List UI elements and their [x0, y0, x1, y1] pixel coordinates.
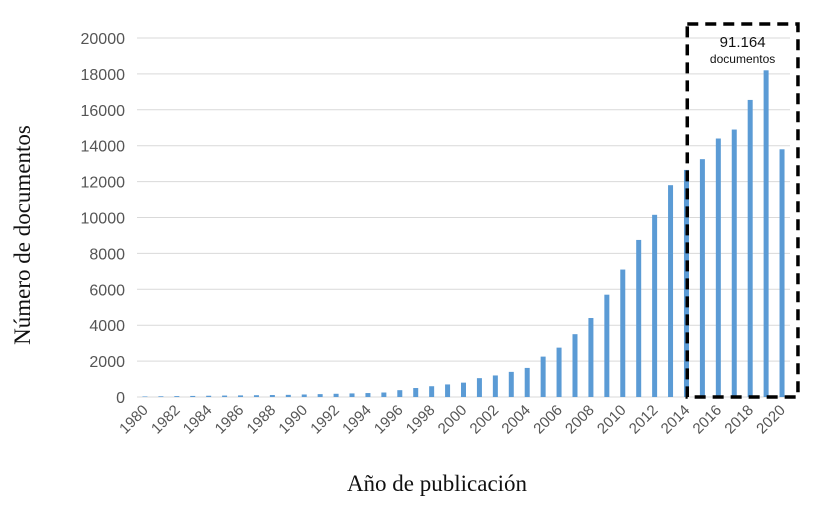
bar-2020 — [779, 149, 785, 397]
x-tick-label: 2010 — [594, 402, 630, 438]
y-tick-label: 6000 — [89, 282, 125, 299]
x-tick-label: 2008 — [562, 402, 598, 438]
bar-1984 — [206, 395, 212, 397]
y-axis-title: Número de documentos — [10, 125, 35, 345]
bar-2006 — [556, 347, 562, 397]
highlight-box — [685, 22, 800, 399]
x-tick-label: 1998 — [403, 402, 439, 438]
annotation-value: 91.164 — [720, 34, 766, 51]
bar-1993 — [349, 393, 355, 397]
x-tick-label: 2002 — [467, 402, 503, 438]
x-tick-label: 1992 — [307, 402, 343, 438]
y-tick-label: 0 — [116, 390, 125, 407]
y-tick-label: 20000 — [81, 31, 126, 48]
bar-2011 — [636, 239, 642, 397]
bar-2002 — [492, 375, 498, 397]
bars — [142, 70, 785, 398]
y-tick-label: 18000 — [81, 67, 126, 84]
bar-1985 — [222, 395, 228, 397]
x-tick-label: 1996 — [371, 402, 407, 438]
bar-1988 — [269, 395, 275, 397]
x-tick-label: 1984 — [180, 402, 216, 438]
gridlines — [137, 37, 790, 398]
bar-2004 — [524, 367, 530, 397]
x-tick-label: 2006 — [530, 402, 566, 438]
bar-2016 — [715, 138, 721, 397]
y-tick-labels: 0 2000 4000 6000 8000 10000 12000 14000 16000 180… — [81, 31, 126, 407]
highlight-annotation: 91.164 documentos — [685, 22, 800, 399]
x-tick-label: 1990 — [275, 402, 311, 438]
bar-1996 — [397, 390, 403, 397]
bar-1992 — [333, 393, 339, 397]
bar-1997 — [413, 388, 419, 397]
y-tick-label: 16000 — [81, 103, 126, 120]
bar-1994 — [365, 393, 371, 397]
bar-1983 — [190, 395, 196, 397]
bar-2005 — [540, 356, 546, 397]
bar-2013 — [668, 185, 674, 397]
bar-1986 — [238, 395, 244, 397]
x-tick-label: 1988 — [244, 402, 280, 438]
annotation-label: documentos — [710, 52, 775, 66]
bar-2018 — [747, 99, 753, 398]
bar-2001 — [476, 378, 482, 397]
bar-1995 — [381, 392, 387, 397]
y-tick-label: 8000 — [89, 246, 125, 263]
x-tick-label: 2018 — [721, 402, 757, 438]
x-tick-label: 1982 — [148, 402, 184, 438]
x-tick-label: 1980 — [116, 402, 152, 438]
bar-2017 — [731, 129, 737, 398]
bar-1999 — [445, 384, 451, 397]
x-tick-labels: 1980198219841986198819901992199419961998… — [116, 402, 789, 438]
x-tick-label: 2014 — [658, 402, 694, 438]
y-tick-label: 12000 — [81, 175, 126, 192]
bar-2015 — [699, 159, 705, 397]
x-axis-title: Año de publicación — [347, 471, 528, 496]
x-tick-label: 1986 — [212, 402, 248, 438]
x-tick-label: 2012 — [626, 402, 662, 438]
y-tick-label: 2000 — [89, 354, 125, 371]
bar-2008 — [588, 318, 594, 397]
bar-1982 — [174, 396, 180, 397]
bar-2000 — [461, 382, 466, 397]
bar-1980 — [142, 396, 148, 397]
bar-1981 — [158, 396, 164, 397]
x-tick-label: 2016 — [690, 402, 726, 438]
y-tick-label: 14000 — [81, 139, 126, 156]
y-tick-label: 10000 — [81, 211, 126, 228]
bar-1987 — [253, 395, 259, 397]
bar-2009 — [604, 294, 610, 397]
bar-2012 — [652, 214, 658, 397]
bar-1989 — [285, 394, 291, 397]
bar-2007 — [572, 334, 578, 397]
x-tick-label: 1994 — [339, 402, 375, 438]
bar-2003 — [508, 371, 514, 397]
bar-1998 — [429, 386, 435, 397]
y-tick-label: 4000 — [89, 318, 125, 335]
bar-2010 — [620, 269, 626, 397]
x-tick-label: 2000 — [435, 402, 471, 438]
x-tick-label: 2004 — [498, 402, 534, 438]
bar-1990 — [301, 394, 307, 397]
bar-1991 — [317, 394, 323, 397]
bar-2019 — [763, 70, 769, 397]
x-tick-label: 2020 — [753, 402, 789, 438]
